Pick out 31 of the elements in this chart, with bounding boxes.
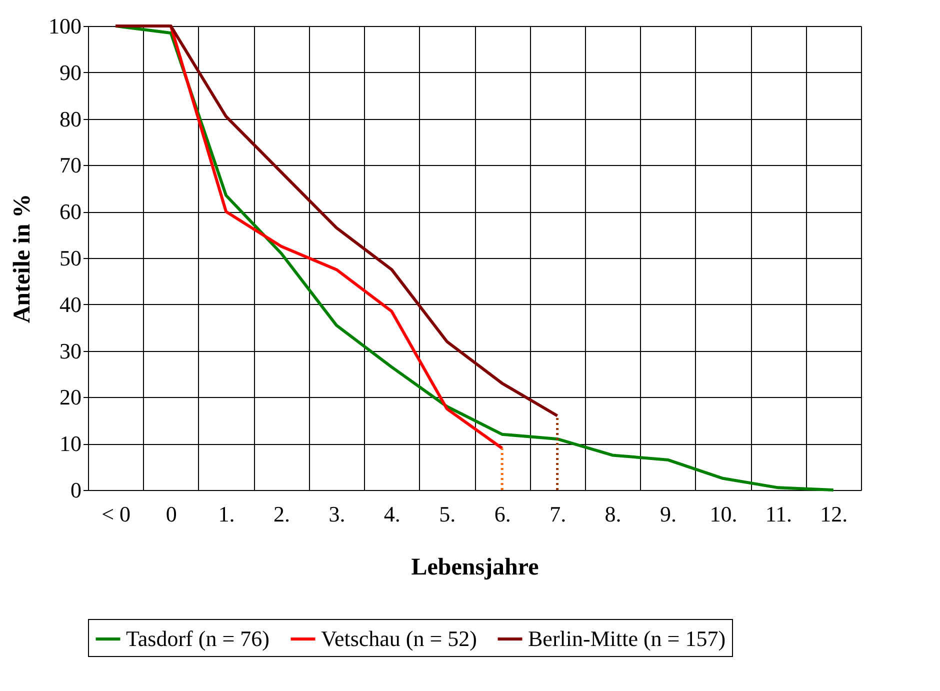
x-tick-label: 10.	[710, 502, 738, 526]
y-tick-label: 80	[60, 106, 82, 132]
x-tick-label: 7.	[550, 502, 566, 526]
y-tick-label: 60	[60, 199, 82, 224]
y-tick-label: 40	[60, 292, 82, 317]
legend-label: Vetschau (n = 52)	[321, 626, 477, 651]
y-tick-label: 10	[60, 431, 82, 456]
x-tick-label: < 0	[102, 502, 131, 526]
x-tick-label: 6.	[494, 502, 511, 526]
y-tick-label: 100	[48, 14, 82, 38]
x-tick-label: 3.	[328, 502, 346, 526]
x-axis-title: Lebensjahre	[411, 554, 540, 580]
legend-label: Tasdorf (n = 76)	[126, 626, 270, 651]
x-tick-label: 12.	[820, 502, 848, 526]
legend-label: Berlin-Mitte (n = 157)	[528, 626, 726, 651]
y-tick-label: 0	[70, 478, 82, 502]
x-tick-label: 11.	[765, 502, 792, 526]
y-tick-label: 30	[60, 338, 82, 364]
y-tick-label: 50	[60, 246, 82, 270]
x-tick-label: 8.	[604, 502, 622, 526]
y-tick-label: 70	[60, 152, 82, 178]
line-series	[114, 24, 559, 418]
x-tick-label: 9.	[660, 502, 676, 526]
y-tick-label: 20	[60, 384, 82, 410]
x-tick-label: 0	[166, 502, 177, 526]
x-tick-label: 1.	[218, 502, 235, 526]
x-tick-label: 5.	[439, 502, 456, 526]
y-tick-label: 90	[60, 60, 82, 85]
y-axis-title: Anteile in %	[10, 194, 36, 324]
x-tick-label: 4.	[384, 502, 400, 526]
x-tick-label: 2.	[274, 502, 290, 526]
